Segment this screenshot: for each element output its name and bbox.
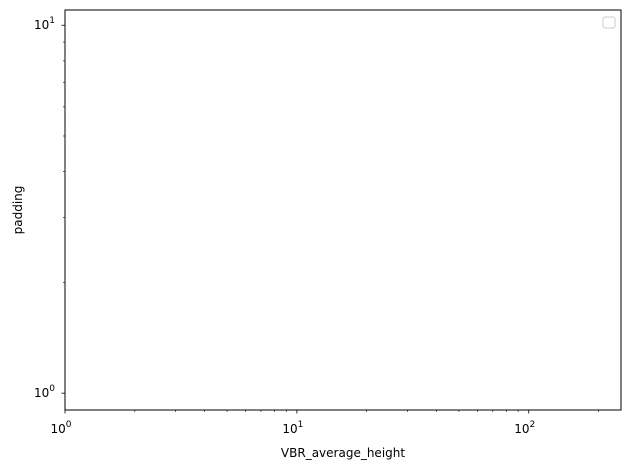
y-tick-label: 101: [34, 16, 55, 32]
x-tick-label: 100: [50, 420, 71, 436]
x-axis-label: VBR_average_height: [281, 446, 405, 460]
legend-box: [602, 16, 616, 29]
x-tick-label: 102: [514, 420, 535, 436]
y-tick-label: 100: [34, 384, 55, 400]
plot-frame: [64, 9, 622, 411]
y-axis-ticks: 100 101: [34, 16, 65, 400]
x-axis-ticks: 100 101 102: [50, 410, 599, 436]
x-tick-label: 101: [282, 420, 303, 436]
plot-area: [65, 10, 621, 410]
y-axis-label: padding: [11, 186, 25, 235]
